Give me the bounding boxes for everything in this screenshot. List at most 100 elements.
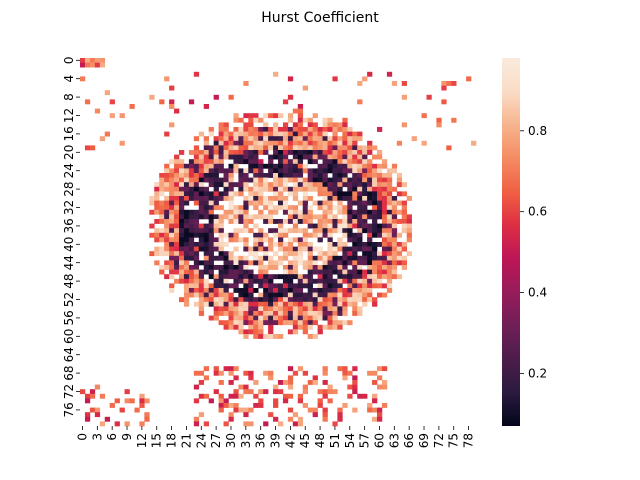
- heatmap-cell: [352, 182, 358, 188]
- heatmap-cell: [154, 200, 160, 206]
- heatmap-cell: [218, 320, 224, 326]
- x-axis-ticks: 0 3 6 9 12 15 18 21 24 27 30 33 36 39 42 45 48 51 54 57 60 63…: [75, 426, 476, 448]
- heatmap-cell: [233, 228, 239, 234]
- heatmap-cell: [372, 260, 378, 266]
- heatmap-cell: [159, 246, 165, 252]
- heatmap-cell: [208, 150, 214, 155]
- heatmap-cell: [268, 412, 274, 418]
- heatmap-cell: [396, 219, 403, 224]
- heatmap-cell: [218, 301, 224, 307]
- heatmap-cell: [248, 324, 254, 330]
- heatmap-cell: [312, 380, 318, 385]
- heatmap-cell: [317, 232, 323, 238]
- heatmap-cell: [228, 274, 234, 280]
- heatmap-cell: [243, 329, 249, 335]
- heatmap-cell: [332, 145, 338, 151]
- heatmap-cell: [347, 237, 353, 243]
- heatmap-cell: [228, 94, 234, 100]
- heatmap-cell: [312, 265, 318, 270]
- heatmap-cell: [233, 324, 239, 330]
- heatmap-cell: [282, 150, 289, 155]
- heatmap-cell: [282, 278, 289, 284]
- heatmap-cell: [243, 173, 249, 178]
- heatmap-cell: [282, 168, 289, 174]
- heatmap-cell: [297, 274, 304, 280]
- heatmap-cell: [208, 223, 214, 229]
- heatmap-cell: [357, 205, 363, 211]
- x-tick-label: 51: [328, 433, 342, 448]
- heatmap-cell: [317, 251, 323, 257]
- heatmap-cell: [372, 398, 378, 404]
- heatmap-cell: [372, 297, 378, 303]
- heatmap-cell: [164, 76, 170, 82]
- heatmap-cell: [367, 182, 373, 188]
- heatmap-cell: [243, 370, 249, 376]
- heatmap-cell: [332, 278, 338, 284]
- heatmap-cell: [248, 274, 254, 280]
- heatmap-cell: [372, 269, 378, 275]
- heatmap-cell: [287, 269, 294, 275]
- heatmap-cell: [282, 255, 289, 261]
- heatmap-cell: [278, 389, 284, 395]
- heatmap-cell: [164, 219, 170, 224]
- heatmap-cell: [243, 145, 249, 151]
- heatmap-cell: [253, 334, 259, 339]
- heatmap-cell: [233, 315, 239, 321]
- heatmap-cell: [352, 306, 358, 312]
- heatmap-cell: [317, 223, 323, 229]
- x-tick-label: 18: [165, 433, 179, 448]
- heatmap-cell: [94, 108, 101, 114]
- heatmap-cell: [243, 81, 249, 86]
- heatmap-cell: [327, 223, 333, 229]
- heatmap-cell: [233, 274, 239, 280]
- heatmap-cell: [322, 186, 328, 192]
- heatmap-cell: [243, 260, 249, 266]
- heatmap-cell: [198, 191, 205, 197]
- heatmap-cell: [84, 62, 91, 68]
- heatmap-cell: [183, 196, 190, 201]
- heatmap-cell: [312, 269, 318, 275]
- heatmap-cell: [292, 246, 299, 252]
- heatmap-cell: [263, 246, 269, 252]
- heatmap-cell: [258, 315, 264, 321]
- heatmap-cell: [198, 412, 205, 418]
- heatmap-cell: [357, 288, 363, 293]
- heatmap-cell: [208, 214, 214, 220]
- heatmap-cell: [401, 255, 407, 261]
- heatmap-cell: [278, 127, 284, 132]
- heatmap-cell: [188, 283, 195, 289]
- heatmap-cell: [164, 274, 170, 280]
- heatmap-cell: [282, 127, 289, 132]
- heatmap-cell: [357, 145, 363, 151]
- heatmap-cell: [362, 214, 368, 220]
- heatmap-cell: [193, 384, 200, 390]
- heatmap-cell: [203, 269, 209, 275]
- heatmap-cell: [302, 136, 308, 142]
- heatmap-cell: [179, 274, 185, 280]
- heatmap-cell: [342, 223, 348, 229]
- heatmap-cell: [342, 232, 348, 238]
- heatmap-cell: [287, 278, 294, 284]
- heatmap-cell: [223, 242, 229, 247]
- heatmap-cell: [322, 407, 328, 413]
- heatmap-cell: [367, 407, 373, 413]
- heatmap-cell: [322, 260, 328, 266]
- heatmap-cell: [278, 306, 284, 312]
- heatmap-cell: [154, 196, 160, 201]
- heatmap-cell: [332, 311, 338, 316]
- heatmap-cell: [183, 288, 190, 293]
- heatmap-cell: [352, 209, 358, 215]
- heatmap-cell: [362, 182, 368, 188]
- heatmap-cell: [84, 398, 91, 404]
- heatmap-cell: [208, 255, 214, 261]
- heatmap-cell: [377, 127, 383, 132]
- heatmap-cell: [297, 108, 304, 114]
- heatmap-cell: [179, 297, 185, 303]
- heatmap-cell: [253, 182, 259, 188]
- heatmap-cell: [238, 186, 244, 192]
- heatmap-cell: [282, 136, 289, 142]
- heatmap-cell: [302, 403, 308, 408]
- heatmap-cell: [391, 163, 398, 169]
- heatmap-cell: [297, 209, 304, 215]
- heatmap-cell: [154, 205, 160, 211]
